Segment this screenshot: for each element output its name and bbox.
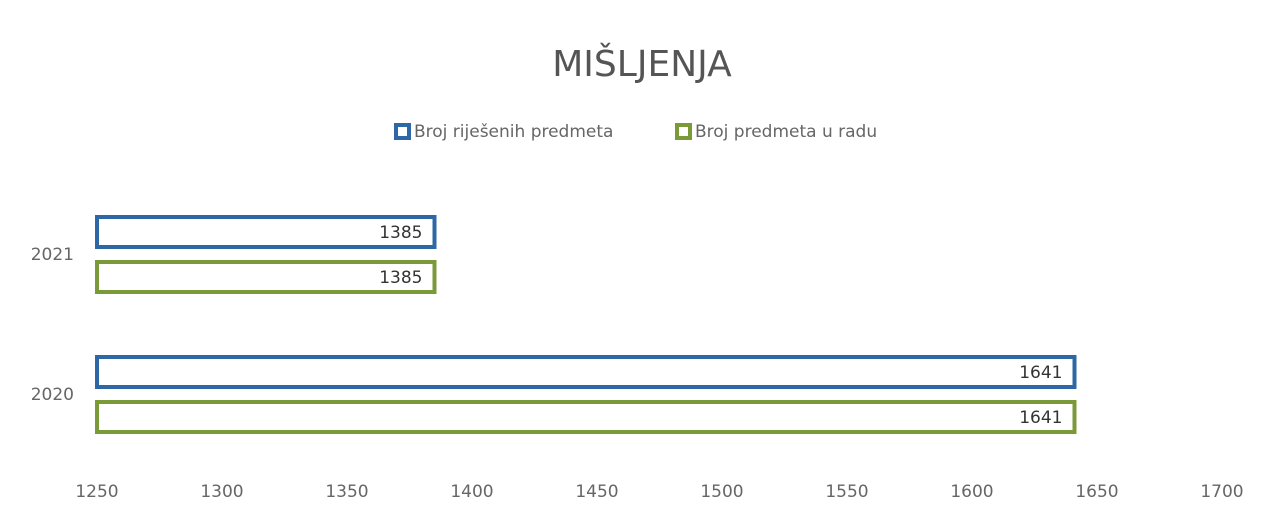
legend-label: Broj riješenih predmeta	[414, 122, 613, 142]
y-tick-label: 2020	[31, 385, 74, 405]
x-tick-label: 1700	[1200, 482, 1243, 502]
x-tick-label: 1250	[75, 482, 118, 502]
bar	[95, 355, 1077, 389]
x-tick-label: 1650	[1075, 482, 1118, 502]
bar	[95, 260, 437, 294]
x-tick-label: 1400	[450, 482, 493, 502]
x-tick-label: 1450	[575, 482, 618, 502]
data-label: 1641	[1019, 408, 1062, 428]
bar	[95, 215, 437, 249]
data-label: 1641	[1019, 363, 1062, 383]
chart-title: MIŠLJENJA	[552, 43, 732, 85]
x-tick-label: 1300	[200, 482, 243, 502]
legend-marker	[394, 123, 411, 140]
x-tick-label: 1500	[700, 482, 743, 502]
data-label: 1385	[379, 268, 422, 288]
x-tick-label: 1350	[325, 482, 368, 502]
bar	[95, 400, 1077, 434]
data-label: 1385	[379, 223, 422, 243]
legend-label: Broj predmeta u radu	[695, 122, 877, 142]
legend-marker	[675, 123, 692, 140]
y-tick-label: 2021	[31, 245, 74, 265]
x-tick-label: 1600	[950, 482, 993, 502]
x-tick-label: 1550	[825, 482, 868, 502]
